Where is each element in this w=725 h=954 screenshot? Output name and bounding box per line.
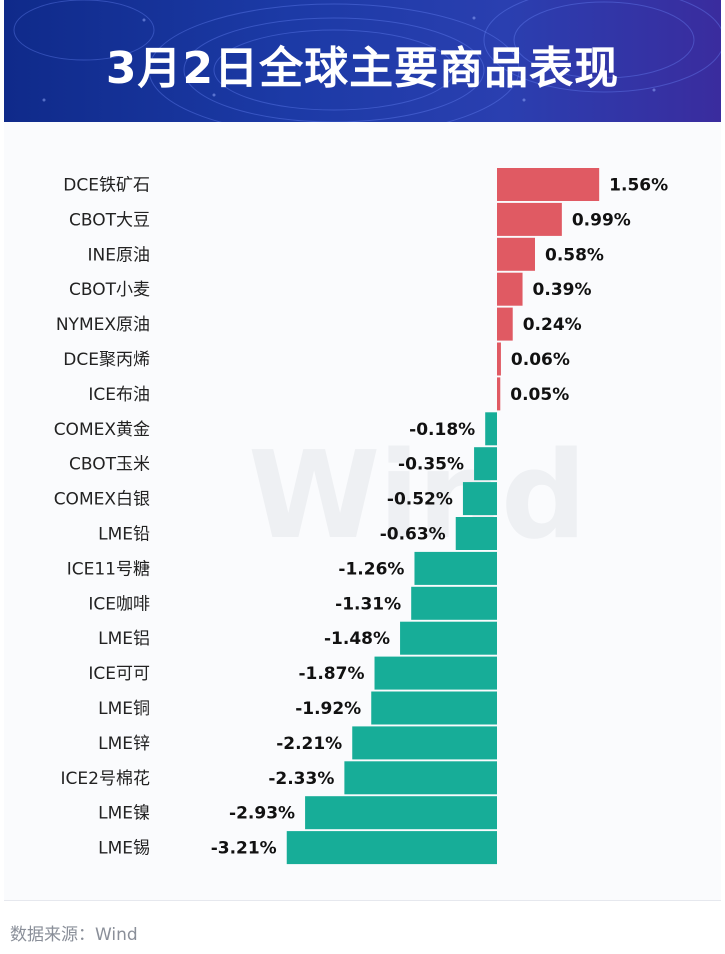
bar-8 — [474, 447, 497, 481]
value-label-7: -0.18% — [409, 420, 475, 440]
chart-panel: Wind DCE铁矿石 1.56% CBOT大豆 0.99% INE原油 0.58% CBO… — [4, 122, 721, 901]
value-label-4: 0.24% — [523, 315, 582, 335]
bar-0 — [497, 168, 600, 201]
bar-6 — [497, 377, 501, 411]
value-label-2: 0.58% — [545, 245, 604, 265]
bar-11 — [414, 551, 497, 585]
category-label-4: NYMEX原油 — [56, 315, 150, 335]
value-label-6: 0.05% — [510, 385, 569, 405]
category-label-9: COMEX白银 — [54, 490, 150, 510]
page-title: 3月2日全球主要商品表现 — [105, 43, 620, 94]
bar-17 — [344, 761, 497, 795]
category-label-15: LME铜 — [98, 699, 150, 719]
category-label-11: ICE11号糖 — [67, 559, 150, 579]
source-note: 数据来源：Wind — [10, 925, 138, 945]
category-label-14: ICE可可 — [88, 664, 150, 684]
value-label-19: -3.21% — [211, 839, 277, 859]
bar-19 — [286, 831, 497, 865]
category-label-1: CBOT大豆 — [69, 210, 150, 230]
category-label-13: LME铝 — [98, 629, 150, 649]
value-label-11: -1.26% — [338, 559, 404, 579]
value-label-15: -1.92% — [295, 699, 361, 719]
value-label-12: -1.31% — [335, 594, 401, 614]
banner-contour-decoration — [13, 0, 721, 122]
value-label-3: 0.39% — [533, 280, 592, 300]
title-banner: 3月2日全球主要商品表现 — [4, 0, 721, 122]
value-label-13: -1.48% — [324, 629, 390, 649]
category-label-8: CBOT玉米 — [69, 455, 150, 475]
watermark-logo: Wind — [248, 427, 587, 566]
category-label-12: ICE咖啡 — [88, 594, 150, 614]
bar-13 — [400, 621, 497, 655]
category-label-5: DCE聚丙烯 — [63, 350, 150, 370]
category-label-16: LME锌 — [98, 734, 150, 754]
value-label-1: 0.99% — [572, 210, 631, 230]
bar-14 — [374, 656, 497, 690]
category-label-17: ICE2号棉花 — [61, 769, 150, 789]
category-label-19: LME锡 — [98, 839, 150, 859]
bar-9 — [462, 482, 497, 516]
bar-2 — [497, 237, 535, 271]
category-label-6: ICE布油 — [88, 385, 150, 405]
value-label-10: -0.63% — [380, 525, 446, 545]
category-label-2: INE原油 — [88, 245, 150, 265]
category-label-10: LME铅 — [98, 525, 150, 545]
value-label-5: 0.06% — [511, 350, 570, 370]
category-label-0: DCE铁矿石 — [63, 176, 150, 196]
value-label-9: -0.52% — [387, 490, 453, 510]
value-label-14: -1.87% — [298, 664, 364, 684]
category-label-3: CBOT小麦 — [69, 280, 150, 300]
bar-15 — [371, 691, 497, 725]
bar-18 — [305, 796, 497, 830]
bar-3 — [497, 272, 523, 306]
value-label-8: -0.35% — [398, 455, 464, 475]
bar-7 — [485, 412, 497, 446]
bar-10 — [455, 517, 497, 550]
value-label-16: -2.21% — [276, 734, 342, 754]
bar-12 — [411, 586, 497, 620]
bar-chart: DCE铁矿石 1.56% CBOT大豆 0.99% INE原油 0.58% CBOT小麦 0.… — [54, 168, 668, 865]
category-label-18: LME镍 — [98, 804, 150, 824]
bar-4 — [497, 307, 513, 341]
value-label-0: 1.56% — [609, 176, 668, 196]
bar-1 — [497, 202, 562, 236]
value-label-17: -2.33% — [268, 769, 334, 789]
bar-5 — [497, 342, 501, 376]
bar-16 — [352, 726, 497, 760]
value-label-18: -2.93% — [229, 804, 295, 824]
category-label-7: COMEX黄金 — [54, 420, 150, 440]
